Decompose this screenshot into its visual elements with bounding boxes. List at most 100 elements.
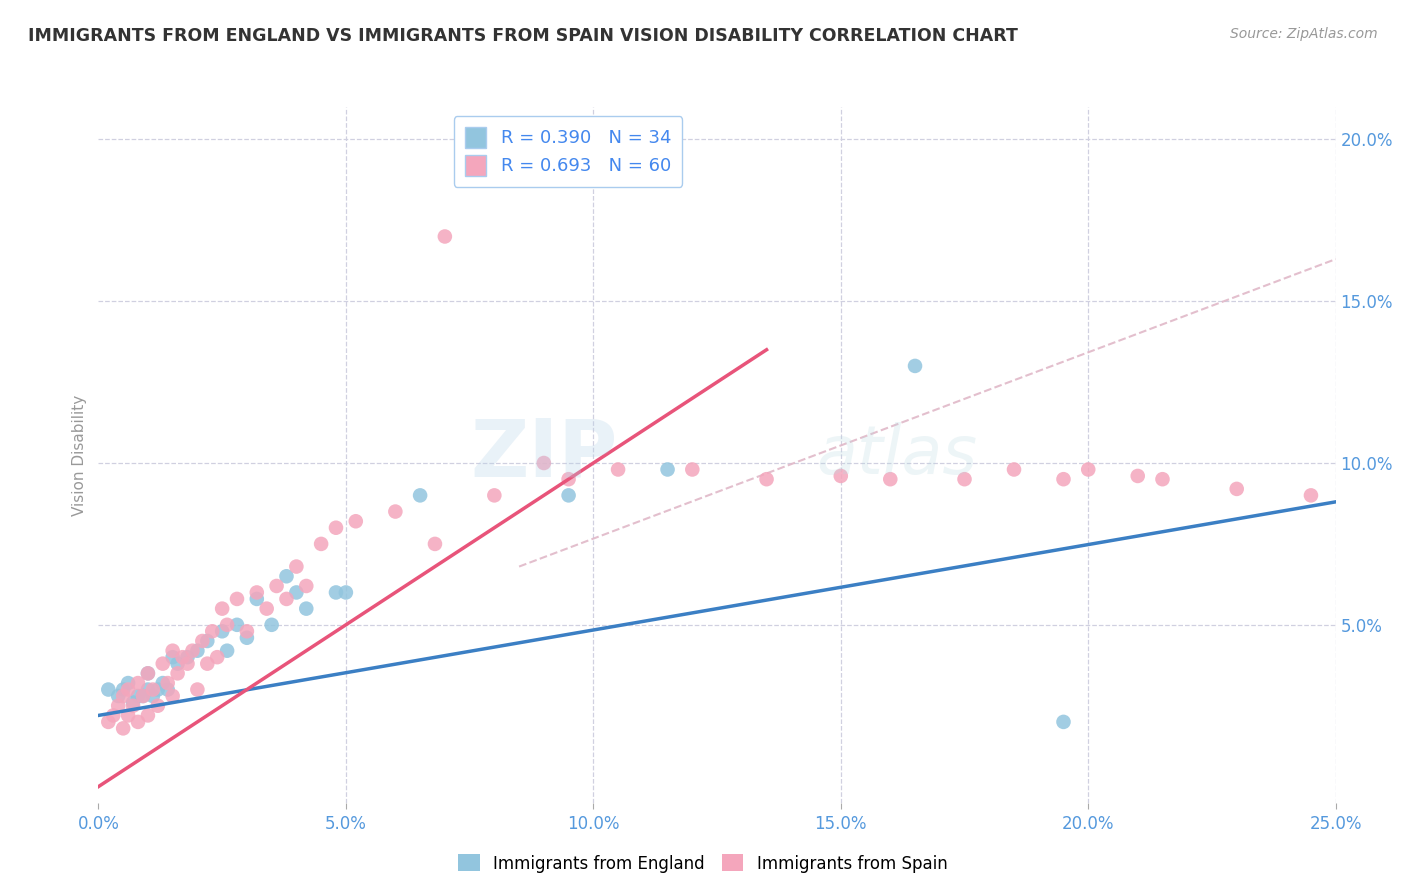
Point [136, 682, 159, 697]
Point [681, 462, 703, 476]
Point [191, 634, 214, 648]
Point [295, 601, 318, 615]
Point [127, 714, 149, 729]
Point [246, 585, 269, 599]
Point [205, 650, 228, 665]
Point [117, 676, 139, 690]
Point [146, 698, 169, 713]
Point [557, 472, 579, 486]
Point [433, 229, 456, 244]
Point [276, 591, 298, 606]
Point [607, 462, 630, 476]
Point [132, 689, 155, 703]
Point [211, 624, 233, 639]
Point [384, 504, 406, 518]
Point [484, 488, 506, 502]
Point [201, 624, 224, 639]
Point [172, 650, 194, 665]
Point [136, 708, 159, 723]
Point [146, 682, 169, 697]
Point [176, 657, 198, 671]
Point [830, 469, 852, 483]
Point [186, 682, 208, 697]
Point [409, 488, 432, 502]
Point [1052, 714, 1074, 729]
Point [1002, 462, 1025, 476]
Point [97, 682, 120, 697]
Point [122, 696, 145, 710]
Text: atlas: atlas [815, 422, 977, 488]
Point [156, 676, 179, 690]
Point [127, 676, 149, 690]
Point [533, 456, 555, 470]
Point [186, 643, 208, 657]
Text: Source: ZipAtlas.com: Source: ZipAtlas.com [1230, 27, 1378, 41]
Point [879, 472, 901, 486]
Text: ZIP: ZIP [471, 416, 619, 494]
Point [162, 650, 184, 665]
Point [112, 722, 135, 736]
Legend: R = 0.390   N = 34, R = 0.693   N = 60: R = 0.390 N = 34, R = 0.693 N = 60 [454, 116, 682, 186]
Point [1226, 482, 1249, 496]
Text: IMMIGRANTS FROM ENGLAND VS IMMIGRANTS FROM SPAIN VISION DISABILITY CORRELATION C: IMMIGRANTS FROM ENGLAND VS IMMIGRANTS FR… [28, 27, 1018, 45]
Point [142, 689, 165, 703]
Point [117, 682, 139, 697]
Point [904, 359, 927, 373]
Point [103, 708, 125, 723]
Point [285, 585, 308, 599]
Point [1126, 469, 1149, 483]
Point [127, 689, 149, 703]
Point [236, 631, 259, 645]
Point [236, 624, 259, 639]
Point [107, 689, 129, 703]
Point [211, 601, 233, 615]
Point [755, 472, 778, 486]
Point [181, 643, 204, 657]
Point [112, 689, 135, 703]
Point [176, 650, 198, 665]
Point [325, 521, 347, 535]
Point [309, 537, 332, 551]
Point [217, 643, 239, 657]
Point [97, 714, 120, 729]
Point [142, 682, 165, 697]
Point [162, 643, 184, 657]
Point [136, 666, 159, 681]
Point [423, 537, 446, 551]
Point [152, 676, 174, 690]
Point [953, 472, 976, 486]
Point [1052, 472, 1074, 486]
Point [156, 682, 179, 697]
Point [1152, 472, 1174, 486]
Point [285, 559, 308, 574]
Point [217, 617, 239, 632]
Point [152, 657, 174, 671]
Legend: Immigrants from England, Immigrants from Spain: Immigrants from England, Immigrants from… [451, 847, 955, 880]
Point [166, 657, 188, 671]
Point [344, 514, 367, 528]
Point [195, 657, 218, 671]
Point [1077, 462, 1099, 476]
Point [122, 698, 145, 713]
Point [162, 689, 184, 703]
Point [295, 579, 318, 593]
Point [195, 634, 218, 648]
Y-axis label: Vision Disability: Vision Disability [72, 394, 87, 516]
Point [107, 698, 129, 713]
Point [276, 569, 298, 583]
Point [266, 579, 288, 593]
Point [112, 682, 135, 697]
Point [325, 585, 347, 599]
Point [132, 689, 155, 703]
Point [246, 591, 269, 606]
Point [256, 601, 278, 615]
Point [226, 617, 249, 632]
Point [335, 585, 357, 599]
Point [1299, 488, 1322, 502]
Point [226, 591, 249, 606]
Point [117, 708, 139, 723]
Point [260, 617, 283, 632]
Point [166, 666, 188, 681]
Point [657, 462, 679, 476]
Point [136, 666, 159, 681]
